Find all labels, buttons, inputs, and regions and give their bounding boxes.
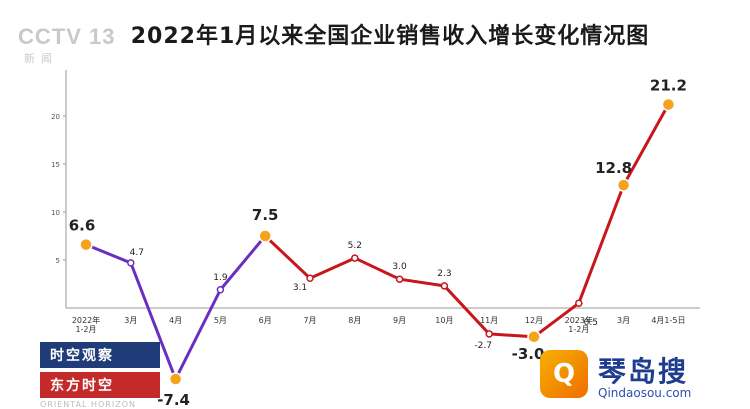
series-segment xyxy=(487,332,536,339)
series-segment xyxy=(577,183,626,305)
data-label: 2.3 xyxy=(437,269,451,279)
data-point xyxy=(395,275,404,283)
cctv-logo-sub: 新闻 xyxy=(24,52,58,65)
x-tick-label: 3月 xyxy=(617,316,630,325)
data-label: 1.9 xyxy=(213,273,228,283)
q-logo-icon: Q xyxy=(540,350,588,398)
series-segment xyxy=(129,261,178,381)
data-label: -7.4 xyxy=(157,391,190,409)
program-bottom: 东方时空 xyxy=(40,372,160,398)
data-point xyxy=(661,97,676,112)
data-point xyxy=(440,282,449,290)
series-segment xyxy=(174,288,222,381)
cctv-logo-main: CCTV 13 xyxy=(18,24,116,49)
data-label: -2.7 xyxy=(474,341,492,351)
watermark-url: Qindaosou.com xyxy=(598,386,692,400)
series-segment xyxy=(218,234,267,292)
y-tick-label: 10 xyxy=(51,209,60,217)
data-label: 3.0 xyxy=(392,262,407,272)
y-tick-label: 5 xyxy=(56,257,60,265)
x-tick-label: 11月 xyxy=(480,316,498,325)
cctv-logo: CCTV 13 新闻 xyxy=(18,24,115,66)
watermark: Q 琴岛搜 Qindaosou.com xyxy=(540,348,740,406)
x-tick-label: 8月 xyxy=(348,316,361,325)
series-segment xyxy=(84,243,133,265)
data-label: 5.2 xyxy=(348,241,362,251)
data-point xyxy=(575,299,583,307)
x-tick-label: 6月 xyxy=(259,316,272,325)
watermark-text: 琴岛搜 xyxy=(598,355,689,388)
data-point xyxy=(127,259,135,267)
series-segment xyxy=(442,284,491,336)
series-segment xyxy=(263,234,312,280)
program-logo: 时空观察 东方时空 ORIENTAL HORIZON xyxy=(40,342,160,409)
x-tick-label: 4月 xyxy=(169,316,182,325)
data-point xyxy=(351,254,359,262)
series-segment xyxy=(622,102,670,187)
x-tick-label: 9月 xyxy=(393,316,406,325)
series-segment xyxy=(398,277,446,288)
data-point xyxy=(616,178,631,192)
x-tick-label: 7月 xyxy=(303,316,316,325)
data-point xyxy=(79,237,93,252)
chart-title: 2022年1月以来全国企业销售收入增长变化情况图 xyxy=(130,24,650,49)
data-point xyxy=(485,330,493,338)
series-segment xyxy=(532,301,581,339)
data-label: 0.5 xyxy=(584,318,598,328)
y-tick-label: 20 xyxy=(51,113,60,121)
data-label: 7.5 xyxy=(252,206,279,224)
x-tick-label: 2022年 1-2月 xyxy=(72,315,100,334)
x-tick-label: 12月 xyxy=(525,316,543,325)
program-english: ORIENTAL HORIZON xyxy=(40,400,136,409)
data-label: 12.8 xyxy=(595,159,632,177)
data-label: 3.1 xyxy=(293,283,307,293)
series-segment xyxy=(353,256,402,281)
data-point xyxy=(258,229,272,243)
data-label: -3.0 xyxy=(512,345,545,363)
data-point xyxy=(527,330,541,344)
data-label: 6.6 xyxy=(69,217,96,235)
x-tick-label: 4月1-5日 xyxy=(651,316,685,325)
data-label: 21.2 xyxy=(650,76,687,94)
x-tick-label: 10月 xyxy=(435,316,453,325)
program-top: 时空观察 xyxy=(40,342,160,368)
data-point xyxy=(168,372,183,386)
data-point xyxy=(306,274,314,282)
data-point xyxy=(216,286,225,294)
x-tick-label: 5月 xyxy=(214,316,227,325)
y-tick-label: 15 xyxy=(51,161,60,169)
x-tick-label: 2023年 1-2月 xyxy=(565,315,593,334)
data-label: 4.7 xyxy=(130,248,144,258)
series-segment xyxy=(308,256,357,280)
x-tick-label: 3月 xyxy=(124,316,137,325)
